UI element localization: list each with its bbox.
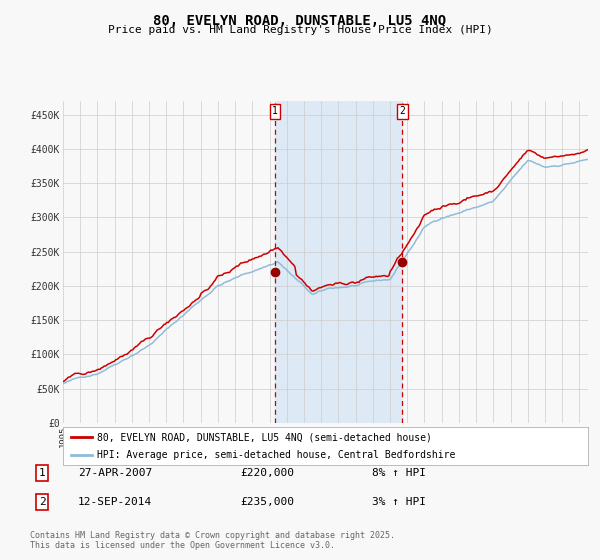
Text: 8% ↑ HPI: 8% ↑ HPI	[372, 468, 426, 478]
Text: 1: 1	[272, 106, 278, 116]
Text: HPI: Average price, semi-detached house, Central Bedfordshire: HPI: Average price, semi-detached house,…	[97, 450, 455, 460]
Text: 12-SEP-2014: 12-SEP-2014	[78, 497, 152, 507]
Text: 27-APR-2007: 27-APR-2007	[78, 468, 152, 478]
Text: Contains HM Land Registry data © Crown copyright and database right 2025.
This d: Contains HM Land Registry data © Crown c…	[30, 530, 395, 550]
Text: £220,000: £220,000	[240, 468, 294, 478]
Bar	[275, 101, 402, 423]
Text: 2: 2	[400, 106, 405, 116]
Text: 1: 1	[38, 468, 46, 478]
Text: 80, EVELYN ROAD, DUNSTABLE, LU5 4NQ (semi-detached house): 80, EVELYN ROAD, DUNSTABLE, LU5 4NQ (sem…	[97, 432, 432, 442]
Text: 80, EVELYN ROAD, DUNSTABLE, LU5 4NQ: 80, EVELYN ROAD, DUNSTABLE, LU5 4NQ	[154, 14, 446, 28]
Text: 2: 2	[38, 497, 46, 507]
Text: Price paid vs. HM Land Registry's House Price Index (HPI): Price paid vs. HM Land Registry's House …	[107, 25, 493, 35]
Text: 3% ↑ HPI: 3% ↑ HPI	[372, 497, 426, 507]
Text: £235,000: £235,000	[240, 497, 294, 507]
